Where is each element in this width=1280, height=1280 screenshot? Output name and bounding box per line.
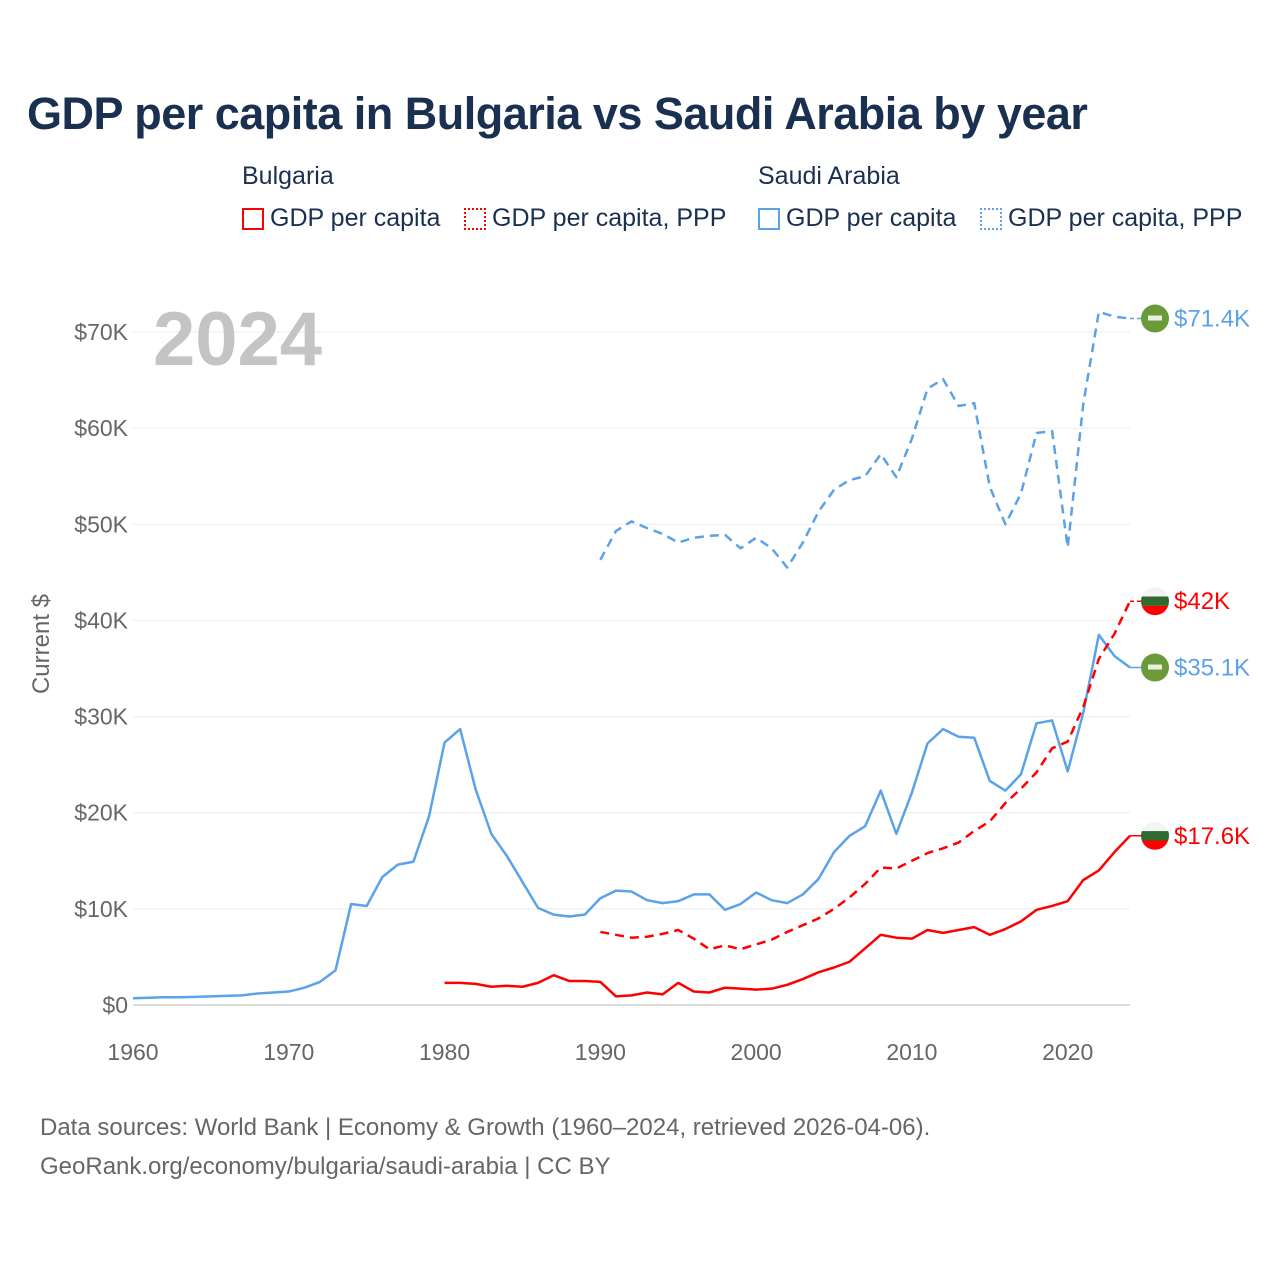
legend-label: GDP per capita bbox=[786, 204, 957, 232]
y-tick-label: $60K bbox=[74, 415, 128, 441]
legend-country: Bulgaria bbox=[242, 162, 334, 190]
legend-swatch-solid bbox=[758, 207, 780, 230]
saudi-flag-emblem bbox=[1148, 664, 1162, 670]
legend-swatch-dotted bbox=[980, 207, 1002, 230]
x-tick-label: 1970 bbox=[263, 1039, 314, 1065]
legend-item-saudi-gdp[interactable]: GDP per capita bbox=[758, 204, 956, 233]
x-tick-label: 1980 bbox=[419, 1039, 470, 1065]
end-value-label: $35.1K bbox=[1174, 655, 1250, 682]
bulgaria-flag-icon bbox=[1141, 840, 1169, 850]
series-line-0 bbox=[132, 633, 1131, 1000]
x-tick-label: 1990 bbox=[575, 1039, 626, 1065]
y-tick-label: $20K bbox=[74, 800, 128, 826]
year-overlay: 2024 bbox=[153, 297, 323, 382]
y-axis-label: Current $ bbox=[28, 593, 55, 695]
y-tick-label: $10K bbox=[74, 896, 128, 922]
x-tick-label: 2000 bbox=[731, 1039, 782, 1065]
y-tick-label: $0 bbox=[102, 992, 128, 1018]
x-tick-label: 2020 bbox=[1042, 1039, 1093, 1065]
x-tick-label: 1960 bbox=[107, 1039, 158, 1065]
end-value-label: $17.6K bbox=[1174, 823, 1250, 850]
legend-item-saudi-ppp[interactable]: GDP per capita, PPP bbox=[980, 204, 1242, 233]
x-tick-label: 2010 bbox=[886, 1039, 937, 1065]
legend-group-saudi-arabia: Saudi Arabia GDP per capita GDP per capi… bbox=[758, 162, 1242, 232]
y-tick-label: $30K bbox=[74, 704, 128, 730]
legend-country: Saudi Arabia bbox=[758, 162, 900, 190]
bulgaria-flag-icon bbox=[1141, 587, 1169, 597]
saudi-flag-emblem bbox=[1148, 315, 1162, 321]
end-value-label: $71.4K bbox=[1174, 306, 1250, 333]
legend-item-bulgaria-ppp[interactable]: GDP per capita, PPP bbox=[464, 204, 726, 233]
legend-label: GDP per capita, PPP bbox=[1008, 204, 1243, 232]
bulgaria-flag-icon bbox=[1141, 596, 1169, 606]
legend-item-bulgaria-gdp[interactable]: GDP per capita bbox=[242, 204, 440, 233]
legend-swatch-solid bbox=[242, 207, 264, 230]
source-text: Data sources: World Bank | Economy & Gro… bbox=[40, 1114, 931, 1141]
series-line-2 bbox=[444, 834, 1131, 998]
y-tick-label: $50K bbox=[74, 511, 128, 537]
chart-title: GDP per capita in Bulgaria vs Saudi Arab… bbox=[27, 88, 1088, 139]
source-url[interactable]: GeoRank.org/economy/bulgaria/saudi-arabi… bbox=[40, 1153, 611, 1180]
legend-swatch-dotted bbox=[464, 207, 486, 230]
y-tick-label: $70K bbox=[74, 319, 128, 345]
legend-group-bulgaria: Bulgaria GDP per capita GDP per capita, … bbox=[242, 162, 726, 232]
bulgaria-flag-icon bbox=[1141, 831, 1169, 841]
bulgaria-flag-icon bbox=[1141, 605, 1169, 616]
y-tick-label: $40K bbox=[74, 607, 128, 633]
footer: Data sources: World Bank | Economy & Gro… bbox=[40, 1108, 930, 1186]
series-line-1 bbox=[599, 310, 1131, 569]
legend-label: GDP per capita, PPP bbox=[492, 204, 727, 232]
legend-label: GDP per capita bbox=[270, 204, 441, 232]
bulgaria-flag-icon bbox=[1141, 821, 1169, 832]
end-value-label: $42K bbox=[1174, 588, 1230, 615]
series-line-3 bbox=[600, 600, 1132, 951]
